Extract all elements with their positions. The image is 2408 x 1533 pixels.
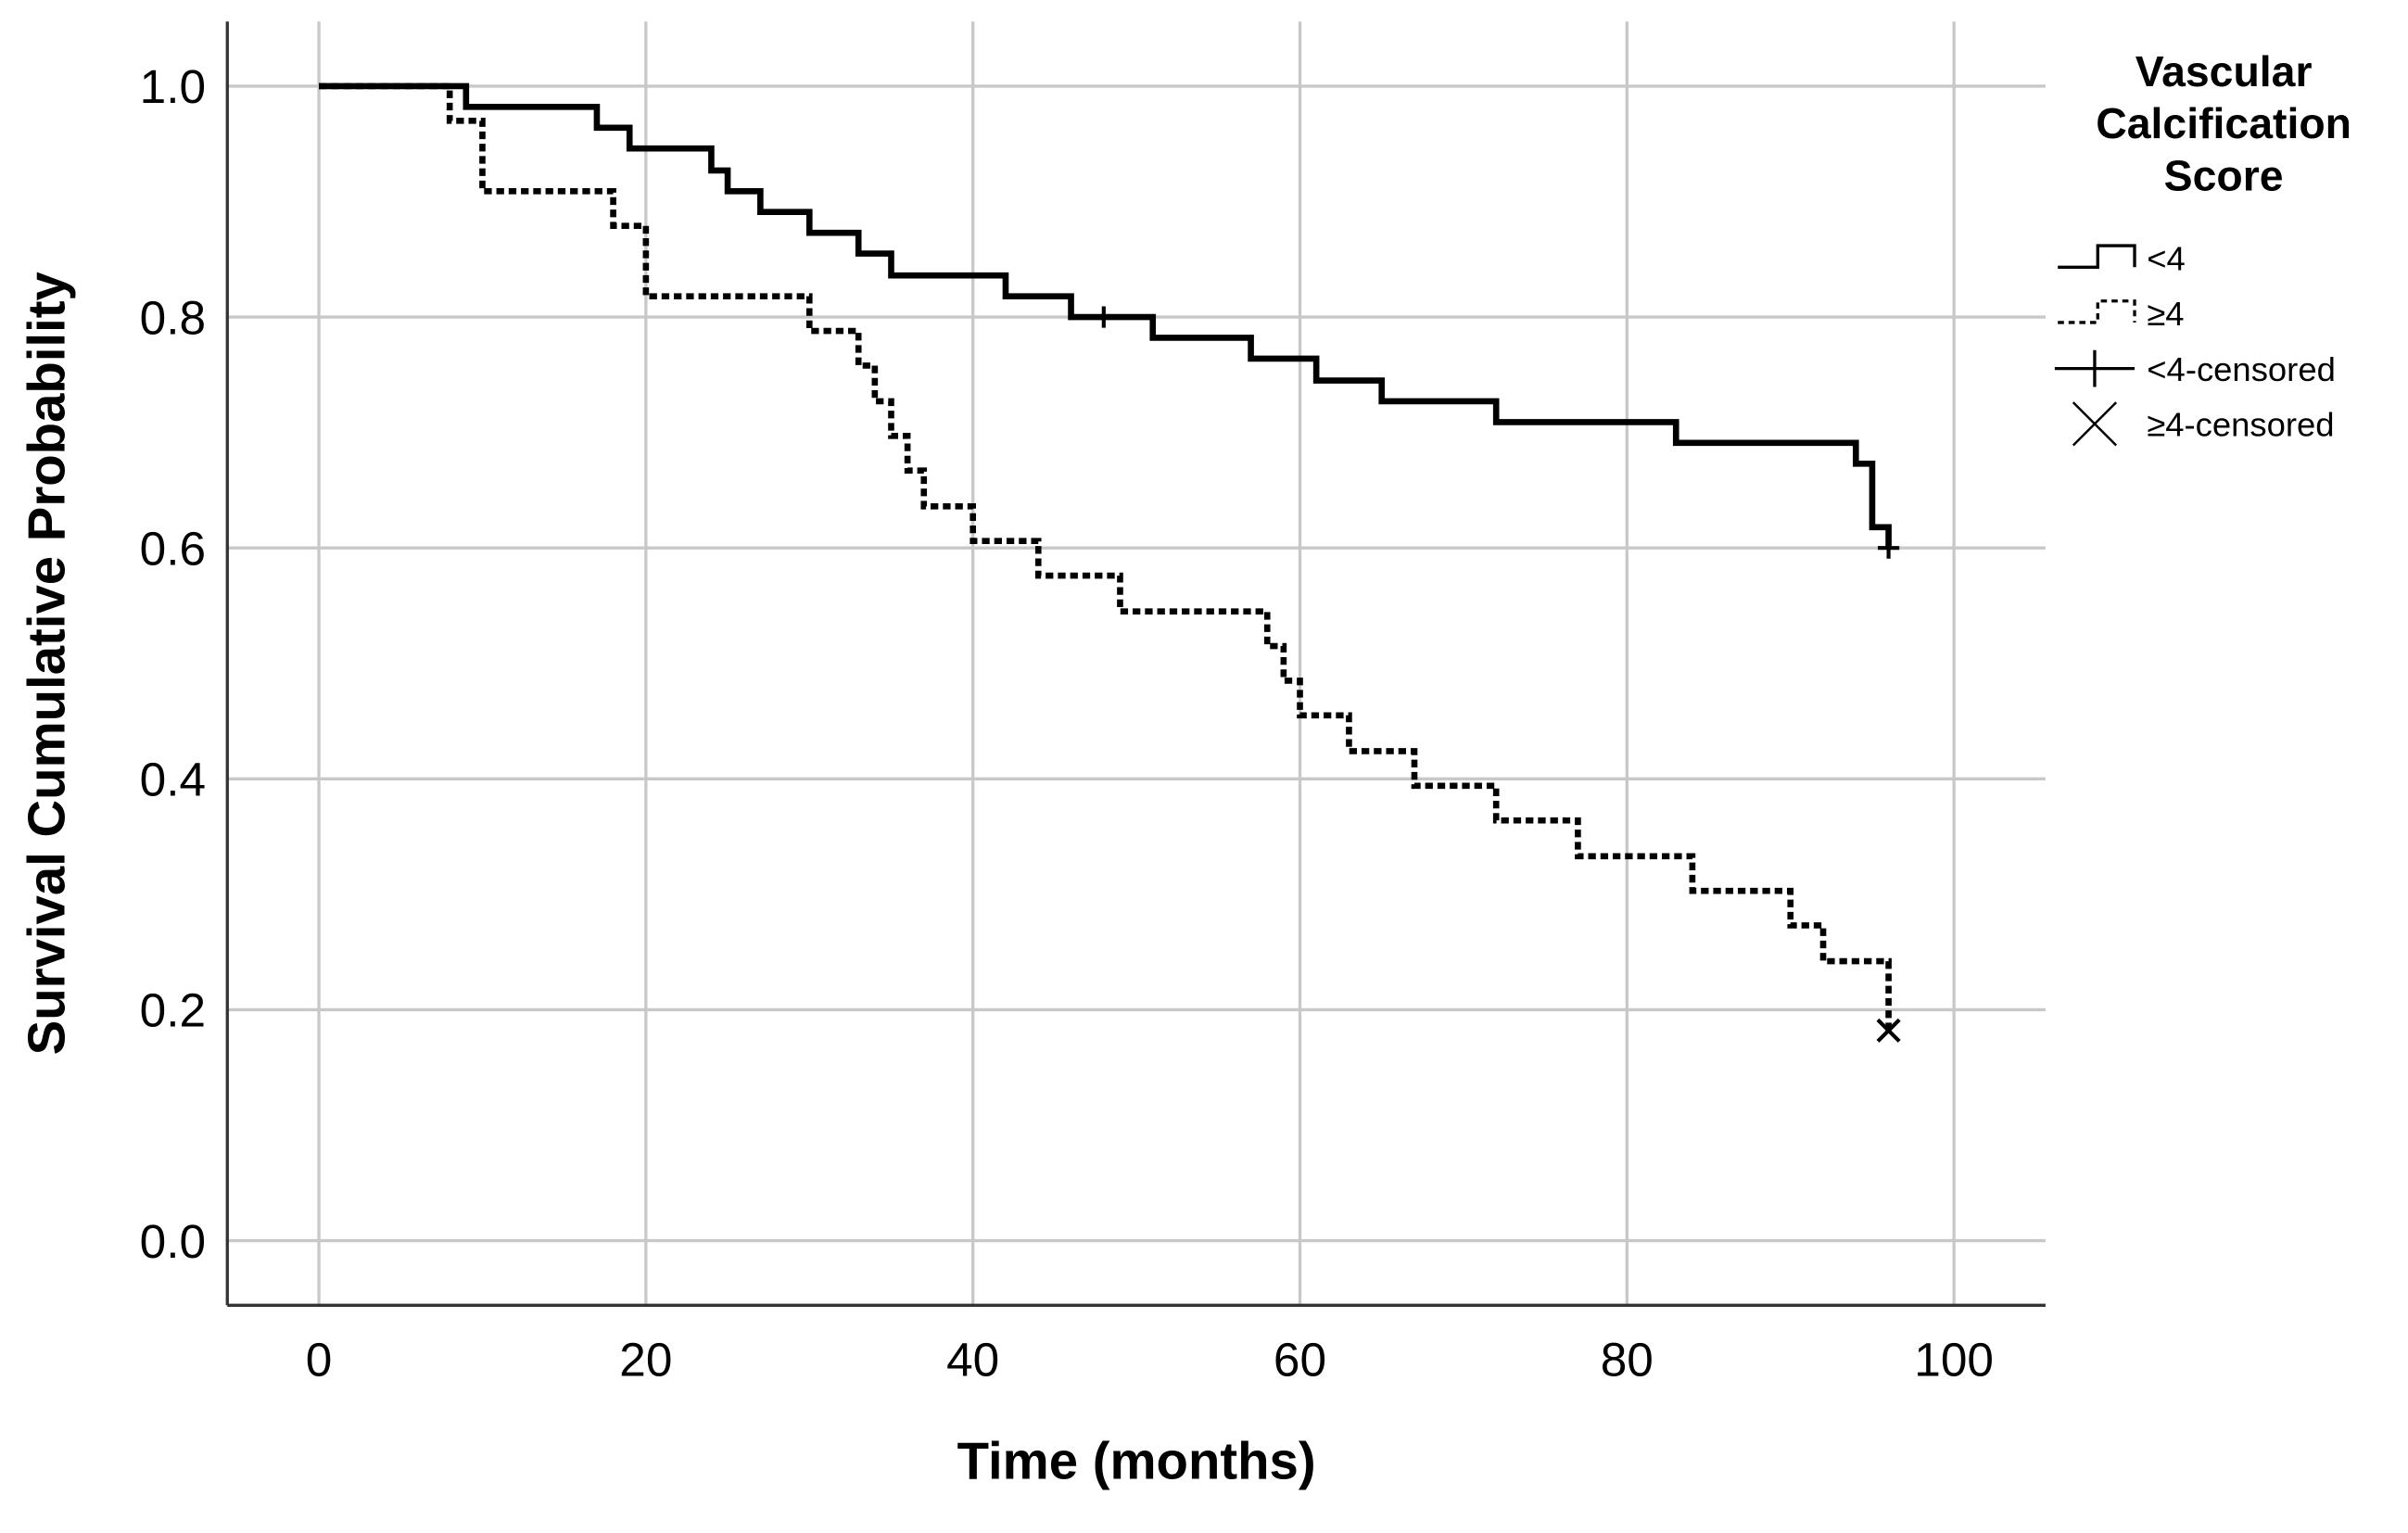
legend-symbol [2054,349,2136,387]
legend-title: Calcification [2096,99,2351,147]
survival-curve [319,82,1892,1031]
legend-label: ≥4-censored [2147,406,2334,444]
x-tick-label: 0 [306,1334,333,1387]
legend-label: <4-censored [2147,350,2336,388]
x-tick-label: 40 [946,1334,999,1387]
y-tick-label: 0.6 [140,522,206,575]
legend-label: <4 [2147,240,2186,278]
x-tick-label: 80 [1601,1334,1654,1387]
x-axis-title: Time (months) [957,1432,1316,1490]
legend-title: Vascular [2136,47,2313,95]
y-tick-label: 1.0 [140,60,206,113]
censor-mark [1093,306,1115,328]
legend-symbol [2058,244,2136,269]
y-tick-label: 0.4 [140,754,206,806]
x-tick-label: 100 [1914,1334,1994,1387]
legend-title: Score [2164,151,2284,199]
censor-mark [1877,537,1900,559]
y-tick-label: 0.2 [140,984,206,1037]
x-tick-label: 20 [619,1334,672,1387]
y-tick-label: 0.0 [140,1215,206,1268]
y-tick-label: 0.8 [140,291,206,344]
y-axis-title: Survival Cumulative Probability [18,271,76,1055]
legend-label: ≥4 [2147,295,2184,333]
survival-curve [319,82,1892,549]
legend-symbol [2058,299,2136,324]
x-tick-label: 60 [1274,1334,1326,1387]
legend-symbol [2072,401,2118,447]
censor-mark [1876,1018,1901,1043]
